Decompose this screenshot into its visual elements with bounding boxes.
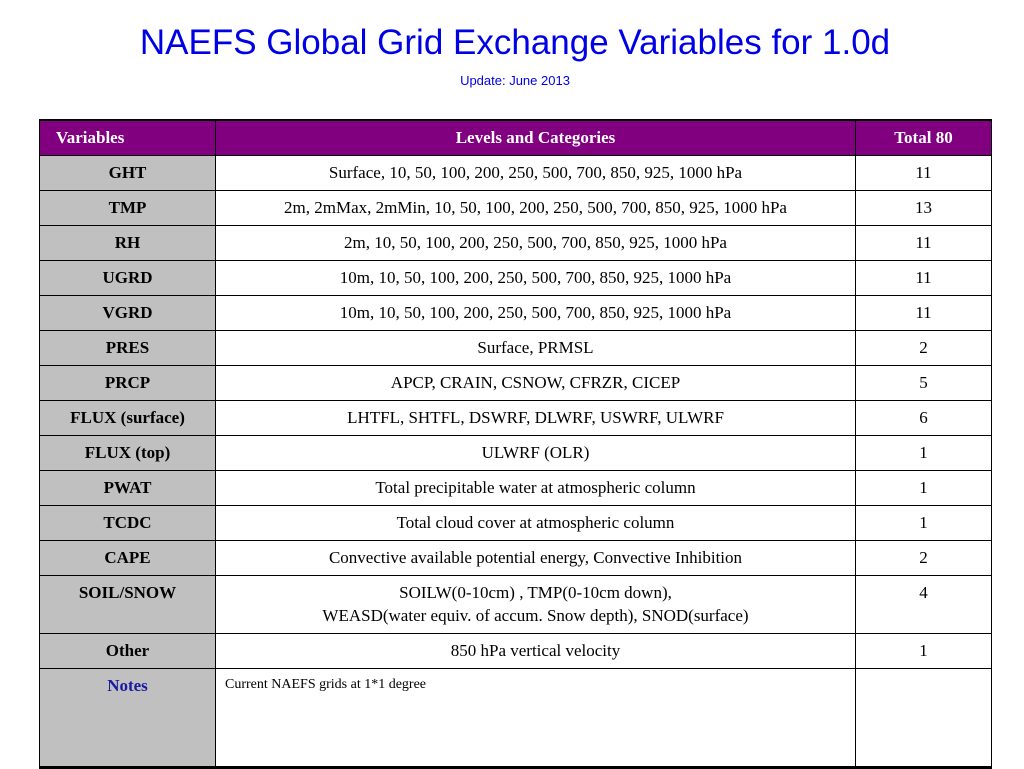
variable-cell: FLUX (top)	[39, 435, 216, 471]
total-cell: 11	[855, 260, 992, 296]
table-row: PRES Surface, PRMSL 2	[39, 330, 992, 366]
table-row: FLUX (surface) LHTFL, SHTFL, DSWRF, DLWR…	[39, 400, 992, 436]
total-cell: 11	[855, 295, 992, 331]
table-row: SOIL/SNOW SOILW(0-10cm) , TMP(0-10cm dow…	[39, 575, 992, 634]
variable-cell: TCDC	[39, 505, 216, 541]
total-cell: 6	[855, 400, 992, 436]
notes-text: Current NAEFS grids at 1*1 degree	[215, 668, 856, 768]
table-row: UGRD 10m, 10, 50, 100, 200, 250, 500, 70…	[39, 260, 992, 296]
table-row: CAPE Convective available potential ener…	[39, 540, 992, 576]
table-row: TCDC Total cloud cover at atmospheric co…	[39, 505, 992, 541]
levels-cell: Surface, PRMSL	[215, 330, 856, 366]
table-row: Other 850 hPa vertical velocity 1	[39, 633, 992, 669]
total-cell: 1	[855, 435, 992, 471]
table-row: PWAT Total precipitable water at atmosph…	[39, 470, 992, 506]
total-cell: 4	[855, 575, 992, 634]
variable-cell: PWAT	[39, 470, 216, 506]
variable-cell: PRCP	[39, 365, 216, 401]
total-cell: 2	[855, 540, 992, 576]
levels-cell: SOILW(0-10cm) , TMP(0-10cm down), WEASD(…	[215, 575, 856, 634]
levels-cell: APCP, CRAIN, CSNOW, CFRZR, CICEP	[215, 365, 856, 401]
total-cell: 1	[855, 470, 992, 506]
header-variables: Variables	[39, 119, 216, 156]
total-cell: 11	[855, 225, 992, 261]
table-header-row: Variables Levels and Categories Total 80	[39, 119, 992, 156]
variable-cell: TMP	[39, 190, 216, 226]
variable-cell: GHT	[39, 155, 216, 191]
variable-cell: CAPE	[39, 540, 216, 576]
total-cell: 11	[855, 155, 992, 191]
table-row: VGRD 10m, 10, 50, 100, 200, 250, 500, 70…	[39, 295, 992, 331]
levels-cell: Total cloud cover at atmospheric column	[215, 505, 856, 541]
levels-line: SOILW(0-10cm) , TMP(0-10cm down),	[399, 583, 672, 602]
levels-cell: Surface, 10, 50, 100, 200, 250, 500, 700…	[215, 155, 856, 191]
total-cell: 13	[855, 190, 992, 226]
variable-cell: UGRD	[39, 260, 216, 296]
header-total: Total 80	[855, 119, 992, 156]
variable-cell: VGRD	[39, 295, 216, 331]
variable-cell: RH	[39, 225, 216, 261]
variables-table: Variables Levels and Categories Total 80…	[39, 119, 992, 769]
levels-cell: LHTFL, SHTFL, DSWRF, DLWRF, USWRF, ULWRF	[215, 400, 856, 436]
variable-cell: PRES	[39, 330, 216, 366]
update-date: Update: June 2013	[460, 73, 570, 88]
notes-total-cell	[855, 668, 992, 768]
notes-label: Notes	[39, 668, 216, 768]
total-cell: 5	[855, 365, 992, 401]
levels-cell: ULWRF (OLR)	[215, 435, 856, 471]
total-cell: 2	[855, 330, 992, 366]
levels-cell: 10m, 10, 50, 100, 200, 250, 500, 700, 85…	[215, 295, 856, 331]
variable-cell: FLUX (surface)	[39, 400, 216, 436]
levels-cell: Convective available potential energy, C…	[215, 540, 856, 576]
total-cell: 1	[855, 505, 992, 541]
levels-cell: 850 hPa vertical velocity	[215, 633, 856, 669]
variable-cell: Other	[39, 633, 216, 669]
levels-line: WEASD(water equiv. of accum. Snow depth)…	[322, 606, 749, 625]
header-levels: Levels and Categories	[215, 119, 856, 156]
table-row: FLUX (top) ULWRF (OLR) 1	[39, 435, 992, 471]
variable-cell: SOIL/SNOW	[39, 575, 216, 634]
levels-cell: Total precipitable water at atmospheric …	[215, 470, 856, 506]
total-cell: 1	[855, 633, 992, 669]
table-row: GHT Surface, 10, 50, 100, 200, 250, 500,…	[39, 155, 992, 191]
levels-cell: 10m, 10, 50, 100, 200, 250, 500, 700, 85…	[215, 260, 856, 296]
levels-cell: 2m, 10, 50, 100, 200, 250, 500, 700, 850…	[215, 225, 856, 261]
table-row: RH 2m, 10, 50, 100, 200, 250, 500, 700, …	[39, 225, 992, 261]
table-row: PRCP APCP, CRAIN, CSNOW, CFRZR, CICEP 5	[39, 365, 992, 401]
levels-cell: 2m, 2mMax, 2mMin, 10, 50, 100, 200, 250,…	[215, 190, 856, 226]
table-row: TMP 2m, 2mMax, 2mMin, 10, 50, 100, 200, …	[39, 190, 992, 226]
page-title: NAEFS Global Grid Exchange Variables for…	[139, 23, 891, 62]
notes-row: Notes Current NAEFS grids at 1*1 degree	[39, 668, 992, 768]
